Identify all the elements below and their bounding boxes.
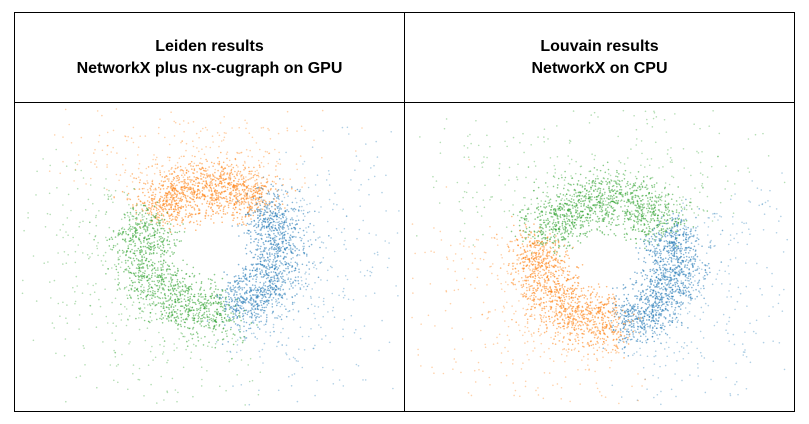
leiden-scatter: [21, 108, 400, 406]
community-cluster: [602, 172, 789, 406]
louvain-title: Louvain results: [540, 37, 659, 55]
leiden-subtitle: NetworkX plus nx-cugraph on GPU: [76, 59, 343, 77]
louvain-plot: [405, 103, 794, 411]
community-cluster: [48, 108, 363, 233]
leiden-header: Leiden results NetworkX plus nx-cugraph …: [15, 13, 405, 103]
community-cluster: [206, 126, 400, 406]
community-cluster: [411, 158, 646, 405]
leiden-title: Leiden results: [155, 37, 264, 55]
louvain-subtitle: NetworkX on CPU: [531, 59, 668, 77]
community-cluster: [21, 148, 262, 406]
comparison-table: Leiden results NetworkX plus nx-cugraph …: [14, 12, 795, 412]
community-cluster: [415, 109, 786, 257]
louvain-scatter: [411, 109, 789, 406]
leiden-plot: [15, 103, 405, 411]
louvain-header: Louvain results NetworkX on CPU: [405, 13, 794, 103]
